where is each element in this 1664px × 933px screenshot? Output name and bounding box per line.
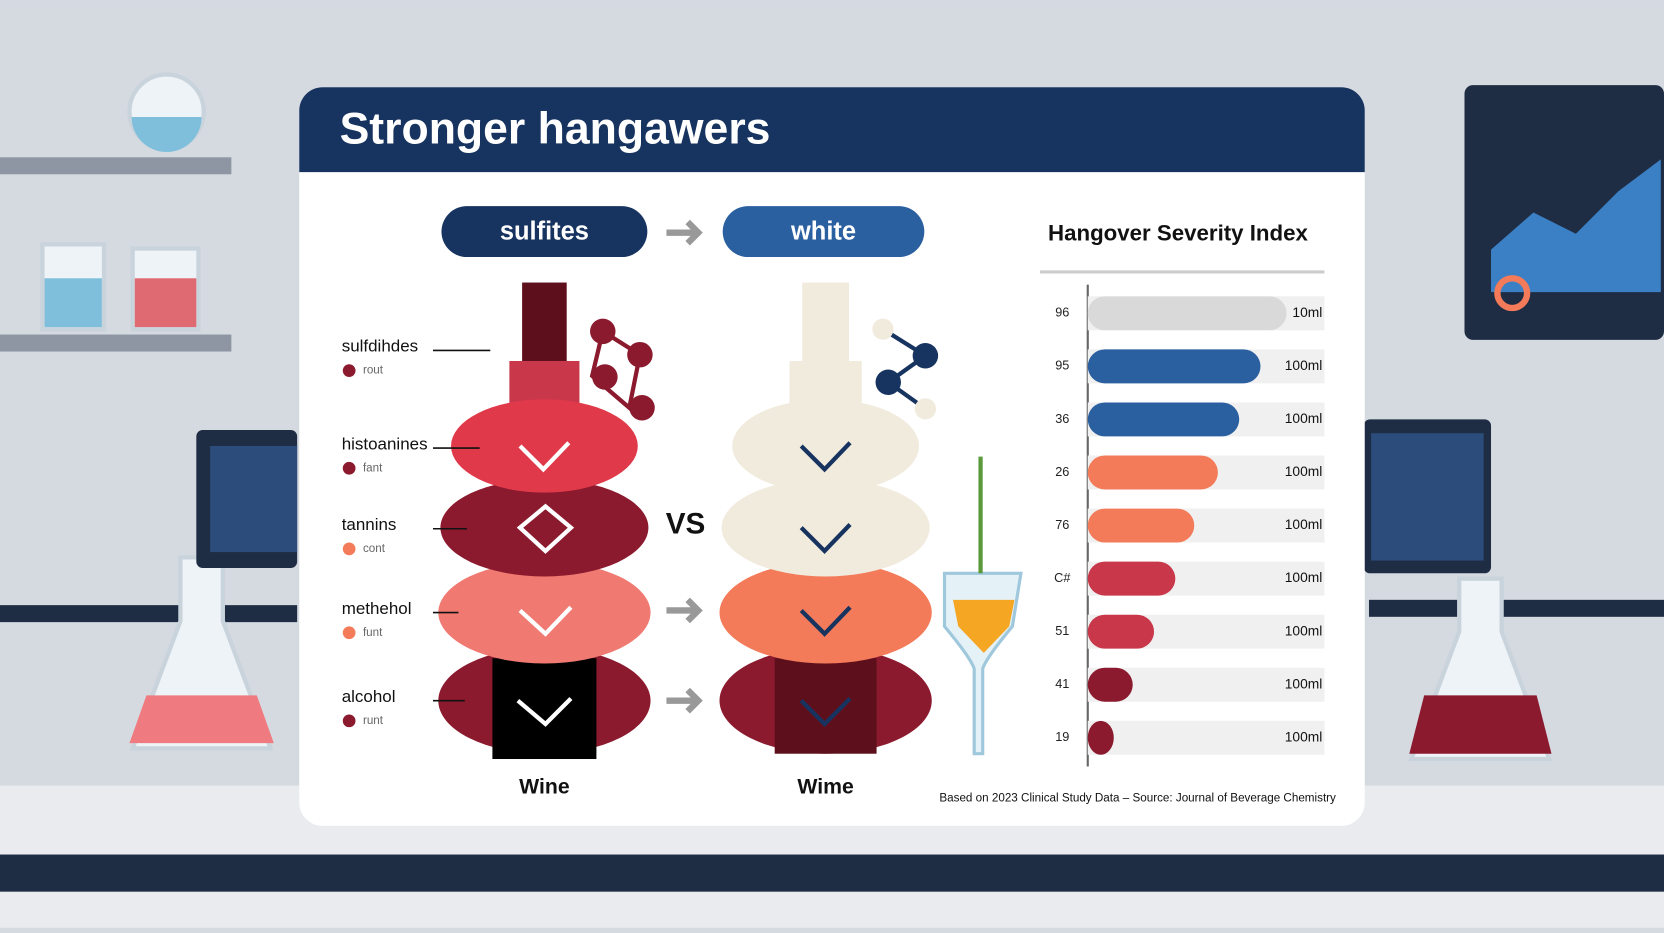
end-label: 10ml xyxy=(1292,305,1322,320)
layer-note: fant xyxy=(363,461,383,474)
legend-dot xyxy=(342,626,356,640)
y-tick-label: 51 xyxy=(1055,623,1069,638)
y-tick-label: 76 xyxy=(1055,517,1069,532)
layer-note: rout xyxy=(363,364,384,377)
legend-dot xyxy=(342,542,356,556)
legend-dot xyxy=(342,461,356,475)
white-bottle: Wime xyxy=(719,282,1023,798)
bar-track xyxy=(1087,720,1325,755)
layer-label: methehol xyxy=(342,599,412,618)
bar xyxy=(1087,402,1240,437)
y-tick-label: 41 xyxy=(1055,676,1069,691)
bar xyxy=(1087,720,1114,755)
y-tick-label: 36 xyxy=(1055,411,1069,426)
end-label: 100ml xyxy=(1285,464,1323,479)
y-tick-label: 96 xyxy=(1055,305,1069,320)
end-label: 100ml xyxy=(1285,676,1323,691)
layer-label: alcohol xyxy=(342,687,396,706)
pill-label: sulfites xyxy=(500,217,589,245)
end-label: 100ml xyxy=(1285,729,1323,744)
end-label: 100ml xyxy=(1285,623,1323,638)
y-tick-label: 26 xyxy=(1055,464,1069,479)
bar xyxy=(1087,455,1218,490)
legend-dot xyxy=(342,714,356,728)
y-tick-label: C# xyxy=(1054,570,1071,585)
footer: Based on 2023 Clinical Study Data – Sour… xyxy=(939,791,1336,804)
bar xyxy=(1087,296,1287,331)
layer-label: histoanines xyxy=(342,434,428,453)
end-label: 100ml xyxy=(1285,358,1323,373)
layer-label: sulfdihdes xyxy=(342,337,418,356)
layer-note: funt xyxy=(363,626,383,639)
end-label: 100ml xyxy=(1285,570,1323,585)
layer-labels: sulfdihdes rout histoanines fant tannins cont… xyxy=(342,337,491,728)
bottle-label: Wime xyxy=(797,775,854,798)
pill-label: white xyxy=(790,217,856,245)
layer-note: cont xyxy=(363,542,386,555)
layer-label: tannins xyxy=(342,515,397,534)
molecules xyxy=(516,318,939,728)
bar-chart: Hangover Severity Index 96 10ml 95 100ml 36 1… xyxy=(1040,221,1325,767)
title: Stronger hangawers xyxy=(340,105,771,154)
bar xyxy=(1087,508,1195,543)
vs-label: VS xyxy=(666,507,706,540)
chart-title: Hangover Severity Index xyxy=(1048,221,1308,246)
red-bottle: Wine xyxy=(438,282,651,798)
end-label: 100ml xyxy=(1285,517,1323,532)
bar xyxy=(1087,561,1176,596)
end-label: 100ml xyxy=(1285,411,1323,426)
y-tick-label: 95 xyxy=(1055,358,1069,373)
bar xyxy=(1087,667,1133,702)
bar xyxy=(1087,349,1261,384)
legend-dot xyxy=(342,364,356,377)
bar xyxy=(1087,614,1155,649)
layer-note: runt xyxy=(363,714,384,727)
y-tick-label: 19 xyxy=(1055,729,1069,744)
bottle-label: Wine xyxy=(519,775,570,798)
